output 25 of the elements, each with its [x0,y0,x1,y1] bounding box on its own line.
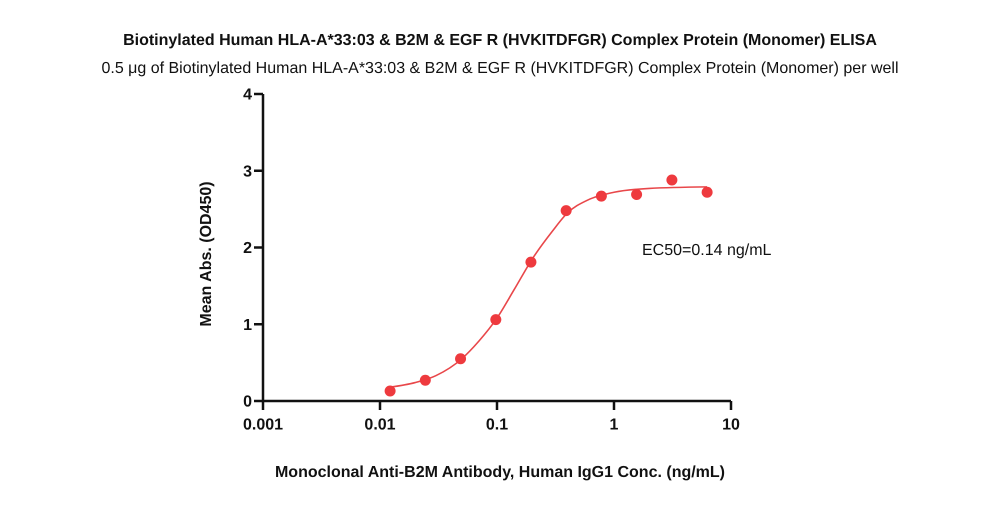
point [384,386,396,397]
point [631,189,642,200]
point [666,174,678,186]
x-tick-label: 0.1 [486,416,508,434]
point [596,190,607,202]
x-tick-label: 0.01 [364,416,396,434]
x-axis-title: Monoclonal Anti-B2M Antibody, Human IgG1 Conc. (ng/mL) [274,464,726,482]
y-axis-title: Mean Abs. (OD450) [198,181,216,327]
x-tick-label: 0.001 [242,416,284,434]
x-tick-label: 1 [610,416,619,434]
point [525,256,536,268]
point [455,353,466,364]
point [560,205,572,216]
chart-title: Biotinylated Human HLA-A*33:03 & B2M & EGF R (HVKITDFGR) Complex Protein (Monomer) ELISA [122,32,878,50]
point [490,314,502,326]
point [420,374,431,386]
chart-subtitle: 0.5 μg of Biotinylated Human HLA-A*33:03 & B2M & EGF R (HVKITDFGR) Complex Protein (Monomer) per well [100,60,900,78]
x-tick-label: 10 [722,416,740,434]
y-tick-label: 1 [243,316,252,334]
y-tick-label: 0 [243,394,252,411]
y-tick-label: 3 [243,163,252,180]
y-tick-label: 2 [243,240,252,258]
point [702,186,713,198]
y-tick-label: 4 [243,86,252,104]
annotation: EC50=0.14 ng/mL [642,242,772,260]
